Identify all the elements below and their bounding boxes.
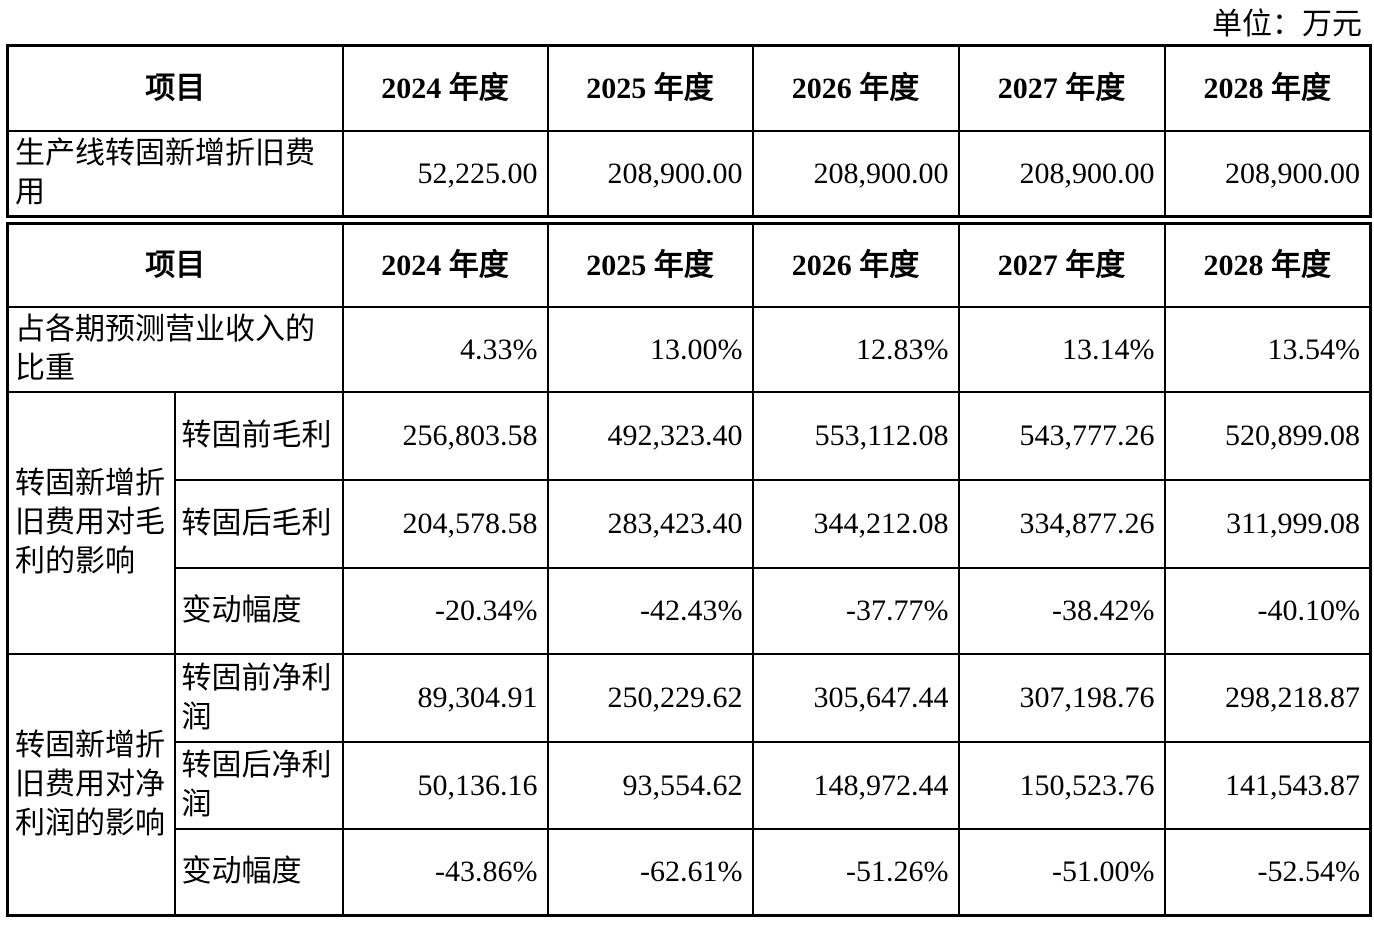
value-cell: 204,578.58: [341, 478, 549, 569]
value-cell: 12.83%: [751, 305, 960, 393]
value-cell: 13.00%: [546, 305, 754, 393]
header-year-2024: 2024 年度: [341, 222, 549, 308]
header-year-2025: 2025 年度: [546, 44, 754, 132]
value-cell: 256,803.58: [341, 390, 549, 481]
value-cell: 52,225.00: [341, 129, 549, 218]
value-cell: -20.34%: [341, 566, 549, 655]
value-cell: 141,543.87: [1163, 740, 1372, 830]
row-label-depreciation: 生产线转固新增折旧费用: [6, 129, 344, 218]
header-year-2027: 2027 年度: [957, 44, 1166, 132]
header-item-column: 项目: [6, 44, 344, 132]
value-cell: 543,777.26: [957, 390, 1166, 481]
row-label-gross-change: 变动幅度: [173, 566, 344, 655]
value-cell: 305,647.44: [751, 652, 960, 743]
header-item-column: 项目: [6, 222, 344, 308]
value-cell: 311,999.08: [1163, 478, 1372, 569]
value-cell: -52.54%: [1163, 827, 1372, 917]
header-year-2026: 2026 年度: [751, 222, 960, 308]
value-cell: -51.26%: [751, 827, 960, 917]
value-cell: 298,218.87: [1163, 652, 1372, 743]
value-cell: 4.33%: [341, 305, 549, 393]
value-cell: 344,212.08: [751, 478, 960, 569]
table-row-net-after: 转固后净利润 50,136.16 93,554.62 148,972.44 15…: [8, 740, 1372, 830]
row-label-net-change: 变动幅度: [173, 827, 344, 917]
table-row-revenue-ratio: 占各期预测营业收入的比重 4.33% 13.00% 12.83% 13.14% …: [6, 305, 1372, 393]
value-cell: 520,899.08: [1163, 390, 1372, 481]
row-label-net-after: 转固后净利润: [173, 740, 344, 830]
value-cell: -43.86%: [341, 827, 549, 917]
table2-header-row: 项目 2024 年度 2025 年度 2026 年度 2027 年度 2028 …: [6, 222, 1372, 308]
value-cell: 93,554.62: [546, 740, 754, 830]
value-cell: 13.14%: [957, 305, 1166, 393]
group-label-net-profit-impact: 转固新增折旧费用对净利润的影响: [6, 652, 176, 917]
row-label-net-before: 转固前净利润: [173, 652, 344, 743]
value-cell: 148,972.44: [751, 740, 960, 830]
value-cell: -40.10%: [1163, 566, 1372, 655]
value-cell: 250,229.62: [546, 652, 754, 743]
table-row-gross-change: 变动幅度 -20.34% -42.43% -37.77% -38.42% -40…: [8, 566, 1372, 655]
depreciation-amount-table: 项目 2024 年度 2025 年度 2026 年度 2027 年度 2028 …: [6, 44, 1372, 218]
header-year-2028: 2028 年度: [1163, 222, 1372, 308]
value-cell: 492,323.40: [546, 390, 754, 481]
value-cell: 150,523.76: [957, 740, 1166, 830]
header-year-2028: 2028 年度: [1163, 44, 1372, 132]
value-cell: 208,900.00: [546, 129, 754, 218]
table1-header-row: 项目 2024 年度 2025 年度 2026 年度 2027 年度 2028 …: [6, 44, 1372, 132]
value-cell: 208,900.00: [751, 129, 960, 218]
value-cell: -37.77%: [751, 566, 960, 655]
value-cell: -51.00%: [957, 827, 1166, 917]
table-row-gross-before: 转固新增折旧费用对毛利的影响 转固前毛利 256,803.58 492,323.…: [6, 390, 1372, 655]
value-cell: 283,423.40: [546, 478, 754, 569]
header-year-2026: 2026 年度: [751, 44, 960, 132]
header-year-2025: 2025 年度: [546, 222, 754, 308]
table-row-net-change: 变动幅度 -43.86% -62.61% -51.26% -51.00% -52…: [8, 827, 1372, 917]
header-year-2027: 2027 年度: [957, 222, 1166, 308]
table-row-net-before: 转固新增折旧费用对净利润的影响 转固前净利润 89,304.91 250,229…: [6, 652, 1372, 917]
table-row-depreciation: 生产线转固新增折旧费用 52,225.00 208,900.00 208,900…: [6, 129, 1372, 218]
value-cell: -38.42%: [957, 566, 1166, 655]
value-cell: 50,136.16: [341, 740, 549, 830]
value-cell: 307,198.76: [957, 652, 1166, 743]
header-year-2024: 2024 年度: [341, 44, 549, 132]
table-row-gross-after: 转固后毛利 204,578.58 283,423.40 344,212.08 3…: [8, 478, 1372, 569]
value-cell: -42.43%: [546, 566, 754, 655]
row-label-gross-after: 转固后毛利: [173, 478, 344, 569]
value-cell: 208,900.00: [957, 129, 1166, 218]
value-cell: 553,112.08: [751, 390, 960, 481]
value-cell: 208,900.00: [1163, 129, 1372, 218]
value-cell: 89,304.91: [341, 652, 549, 743]
value-cell: -62.61%: [546, 827, 754, 917]
depreciation-impact-table: 项目 2024 年度 2025 年度 2026 年度 2027 年度 2028 …: [6, 222, 1372, 917]
value-cell: 13.54%: [1163, 305, 1372, 393]
unit-label: 单位：万元: [1212, 8, 1362, 41]
row-label-revenue-ratio: 占各期预测营业收入的比重: [6, 305, 344, 393]
group-label-gross-profit-impact: 转固新增折旧费用对毛利的影响: [6, 390, 176, 655]
value-cell: 334,877.26: [957, 478, 1166, 569]
row-label-gross-before: 转固前毛利: [173, 390, 344, 481]
